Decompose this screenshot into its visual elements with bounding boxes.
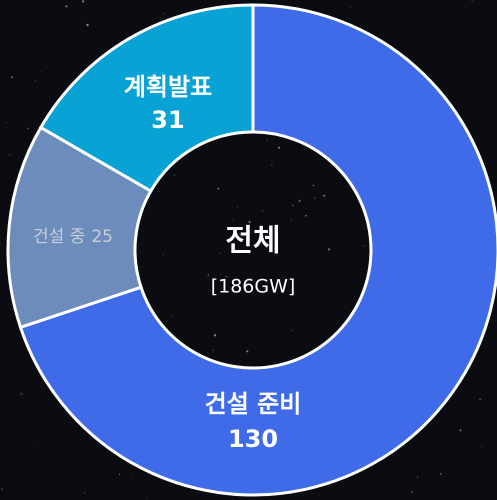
- star: [217, 187, 220, 190]
- star: [11, 76, 14, 79]
- star: [349, 6, 351, 8]
- donut-slice: [38, 3, 255, 194]
- star: [219, 252, 221, 254]
- star: [162, 254, 164, 256]
- star: [86, 23, 89, 27]
- star: [213, 334, 217, 337]
- star: [363, 245, 365, 247]
- star: [480, 446, 482, 448]
- star: [410, 491, 413, 494]
- star: [27, 127, 30, 130]
- star: [248, 220, 251, 224]
- star: [276, 283, 278, 285]
- star: [471, 0, 473, 2]
- star: [277, 146, 281, 149]
- star: [459, 429, 462, 432]
- star: [65, 5, 68, 8]
- star: [82, 0, 85, 3]
- star: [312, 184, 314, 186]
- star: [83, 492, 86, 494]
- star: [323, 194, 326, 197]
- total-label: [186GW]: [211, 276, 296, 298]
- star: [207, 274, 210, 277]
- star: [34, 80, 36, 82]
- star: [212, 349, 215, 352]
- slice-label-group: 건설 중 25: [33, 227, 113, 247]
- star: [243, 279, 245, 281]
- slice-value: 25: [91, 227, 113, 247]
- star: [302, 191, 304, 193]
- star: [232, 219, 234, 222]
- star: [219, 274, 221, 276]
- star: [237, 206, 238, 208]
- star: [266, 138, 268, 141]
- star: [290, 220, 292, 222]
- slice-label: 건설 중: [33, 227, 85, 247]
- star: [171, 314, 172, 316]
- star: [37, 440, 39, 442]
- star: [416, 476, 419, 478]
- star: [6, 122, 8, 124]
- star: [261, 210, 263, 212]
- star: [83, 18, 85, 20]
- star: [145, 498, 147, 500]
- slice-value: 130: [228, 425, 278, 453]
- slice-label: 계획발표: [124, 73, 212, 101]
- star: [313, 197, 316, 200]
- donut: [6, 3, 497, 497]
- star: [290, 329, 293, 332]
- star: [327, 248, 331, 251]
- star: [298, 199, 301, 202]
- star: [118, 473, 121, 475]
- star: [8, 154, 11, 156]
- star: [440, 473, 442, 475]
- star: [174, 174, 176, 176]
- star: [0, 488, 3, 491]
- donut-slice: [18, 3, 497, 497]
- slice-label: 건설 준비: [205, 390, 302, 418]
- star: [271, 164, 273, 166]
- star: [225, 275, 228, 278]
- star: [0, 242, 1, 245]
- star: [40, 71, 42, 73]
- star: [246, 350, 249, 353]
- center-label: 전체: [225, 224, 280, 259]
- star: [132, 477, 133, 479]
- star: [478, 398, 482, 401]
- star: [163, 13, 165, 15]
- star: [292, 204, 294, 207]
- star: [20, 392, 23, 395]
- star: [304, 214, 307, 217]
- slice-value: 31: [151, 106, 184, 134]
- star: [324, 3, 326, 5]
